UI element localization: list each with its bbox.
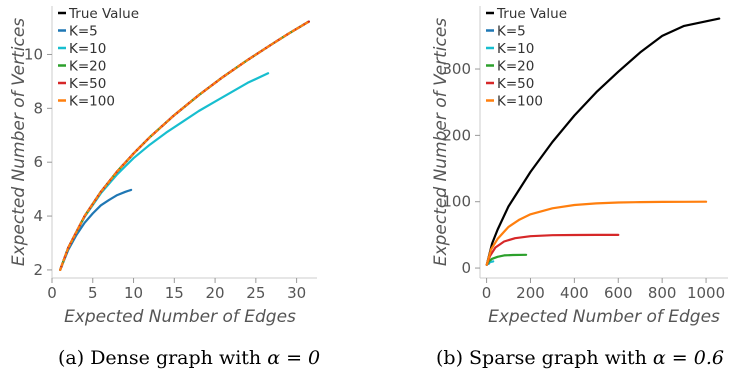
x-tick-label: 5	[88, 284, 98, 302]
y-tick-label: 300	[442, 60, 471, 78]
x-axis-label: Expected Number of Edges	[488, 307, 720, 327]
x-tick-label: 0	[47, 284, 57, 302]
legend-entry: True Value	[496, 6, 567, 22]
x-axis-label: Expected Number of Edges	[64, 307, 296, 327]
caption-b: (b) Sparse graph with α = 0.6	[436, 347, 724, 369]
series-line-k-100	[485, 200, 708, 266]
y-tick-label: 200	[442, 126, 471, 144]
x-tick-label: 15	[165, 284, 184, 302]
legend-entry: K=5	[69, 24, 98, 40]
y-axis-label: Expected Number of Vertices	[431, 18, 451, 266]
y-tick-label: 100	[442, 193, 471, 211]
y-tick-label: 8	[33, 99, 43, 117]
y-tick-label: 2	[33, 261, 43, 279]
legend-entry: K=5	[497, 24, 526, 40]
x-tick-label: 1000	[687, 284, 725, 302]
x-tick-label: 600	[604, 284, 633, 302]
legend-entry: K=10	[497, 41, 534, 57]
caption-a: (a) Dense graph with α = 0	[58, 347, 320, 369]
x-tick-label: 0	[482, 284, 492, 302]
y-tick-label: 10	[24, 45, 43, 63]
caption-b-math: α = 0.6	[652, 347, 724, 369]
x-tick-label: 20	[206, 284, 225, 302]
series-line-true-value	[485, 17, 721, 266]
legend-entry: True Value	[68, 6, 139, 22]
legend-entry: K=50	[497, 76, 534, 92]
x-tick-label: 10	[124, 284, 143, 302]
legend-entry: K=20	[497, 59, 534, 75]
x-tick-label: 400	[560, 284, 589, 302]
x-tick-label: 800	[648, 284, 677, 302]
x-tick-label: 30	[287, 284, 306, 302]
legend-entry: K=50	[69, 76, 106, 92]
y-axis-label: Expected Number of Vertices	[9, 18, 29, 266]
series-line-k-20	[485, 253, 528, 266]
caption-a-math: α = 0	[267, 347, 321, 369]
legend-entry: K=10	[69, 41, 106, 57]
y-tick-label: 6	[33, 153, 43, 171]
x-tick-label: 25	[246, 284, 265, 302]
legend-entry: K=20	[69, 59, 106, 75]
legend-entry: K=100	[497, 94, 543, 110]
y-tick-label: 4	[33, 207, 43, 225]
caption-a-text: (a) Dense graph with	[58, 347, 268, 369]
x-tick-label: 200	[516, 284, 545, 302]
chart-panel-dense: 0 5 10 15 20 25 30 2 4 6 8 10 Expected Number of Edg…	[9, 6, 317, 327]
series-line-k-50	[485, 233, 620, 266]
legend-entry: K=100	[69, 94, 115, 110]
series-line-k-100	[59, 20, 310, 271]
caption-b-text: (b) Sparse graph with	[436, 347, 653, 369]
y-tick-label: 0	[461, 259, 471, 277]
